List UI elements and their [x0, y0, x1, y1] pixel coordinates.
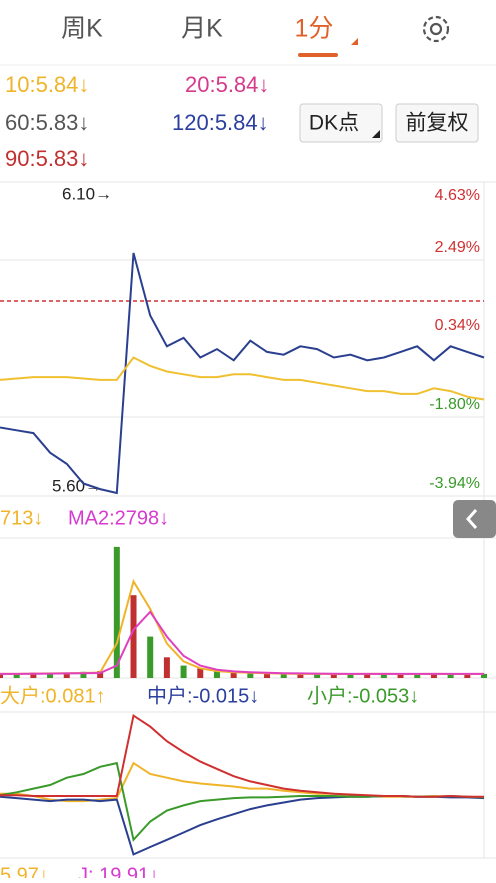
- volume-bar: [163, 657, 170, 678]
- volume-bar: [47, 673, 54, 678]
- tab-underline: [298, 53, 338, 57]
- flow-label: 小户:-0.053↓: [307, 684, 419, 707]
- dropdown-icon: [372, 130, 380, 138]
- volume-bar: [314, 673, 321, 678]
- pct-label: 2.49%: [435, 239, 480, 256]
- volume-bar: [147, 636, 154, 678]
- vol-label: MA2:2798↓: [68, 507, 169, 529]
- volume-bar: [0, 673, 3, 678]
- series-line: [0, 610, 484, 675]
- dropdown-icon[interactable]: [351, 38, 358, 45]
- series-line: [0, 795, 485, 856]
- ma-label: 60:5.83↓: [5, 110, 89, 135]
- volume-bar: [414, 673, 421, 678]
- button-label: DK点: [309, 112, 359, 135]
- volume-bar: [63, 673, 70, 678]
- volume-bar: [264, 673, 271, 678]
- ma-label: 10:5.84↓: [5, 72, 89, 97]
- flow-label: 中户:-0.015↓: [147, 684, 259, 707]
- volume-bar: [13, 674, 20, 678]
- volume-bar: [130, 595, 137, 678]
- volume-bar: [380, 673, 387, 678]
- volume-bar: [330, 674, 337, 678]
- volume-bar: [347, 673, 354, 678]
- volume-bar: [364, 673, 371, 678]
- settings-icon[interactable]: [422, 15, 450, 43]
- tab[interactable]: 月K: [181, 15, 223, 43]
- button[interactable]: [395, 103, 479, 143]
- volume-bar: [297, 674, 304, 678]
- volume-bar: [197, 668, 204, 678]
- volume-bar: [447, 674, 454, 678]
- volume-bar: [80, 671, 87, 678]
- tab[interactable]: 周K: [61, 15, 103, 43]
- volume-bar: [230, 672, 237, 678]
- volume-bar: [97, 671, 104, 678]
- volume-bar: [464, 673, 471, 678]
- ma-label: 120:5.84↓: [172, 110, 269, 135]
- volume-bar: [397, 674, 404, 678]
- kdj-label: J: 19.91↓: [78, 864, 159, 878]
- low-label: 5.60→: [52, 476, 102, 495]
- volume-bar: [430, 673, 437, 678]
- volume-bar: [113, 546, 120, 678]
- button-label: 前复权: [406, 112, 469, 135]
- series-line: [0, 356, 485, 401]
- pct-label: 0.34%: [435, 317, 480, 334]
- high-label: 6.10→: [62, 184, 112, 203]
- ma-label: 20:5.84↓: [185, 72, 269, 97]
- chevron-icon: [465, 509, 478, 529]
- volume-bar: [30, 672, 37, 678]
- volume-bar: [247, 673, 254, 678]
- pct-label: -3.94%: [429, 475, 480, 492]
- button[interactable]: [299, 103, 383, 143]
- collapse-tab[interactable]: [453, 500, 496, 538]
- pct-label: -1.80%: [429, 396, 480, 413]
- ma-label: 90:5.83↓: [5, 146, 89, 171]
- volume-bar: [280, 673, 287, 678]
- tab-active[interactable]: 1分: [295, 15, 334, 43]
- flow-label: 大户:0.081↑: [0, 684, 106, 707]
- pct-label: 4.63%: [435, 187, 480, 204]
- vol-label: 713↓: [0, 507, 43, 529]
- volume-bar: [481, 673, 487, 678]
- series-line: [0, 713, 484, 798]
- series-line: [0, 578, 485, 675]
- series-line: [0, 252, 485, 495]
- kdj-label: 5.97↓: [0, 864, 49, 878]
- volume-bar: [180, 665, 187, 678]
- volume-bar: [213, 671, 220, 678]
